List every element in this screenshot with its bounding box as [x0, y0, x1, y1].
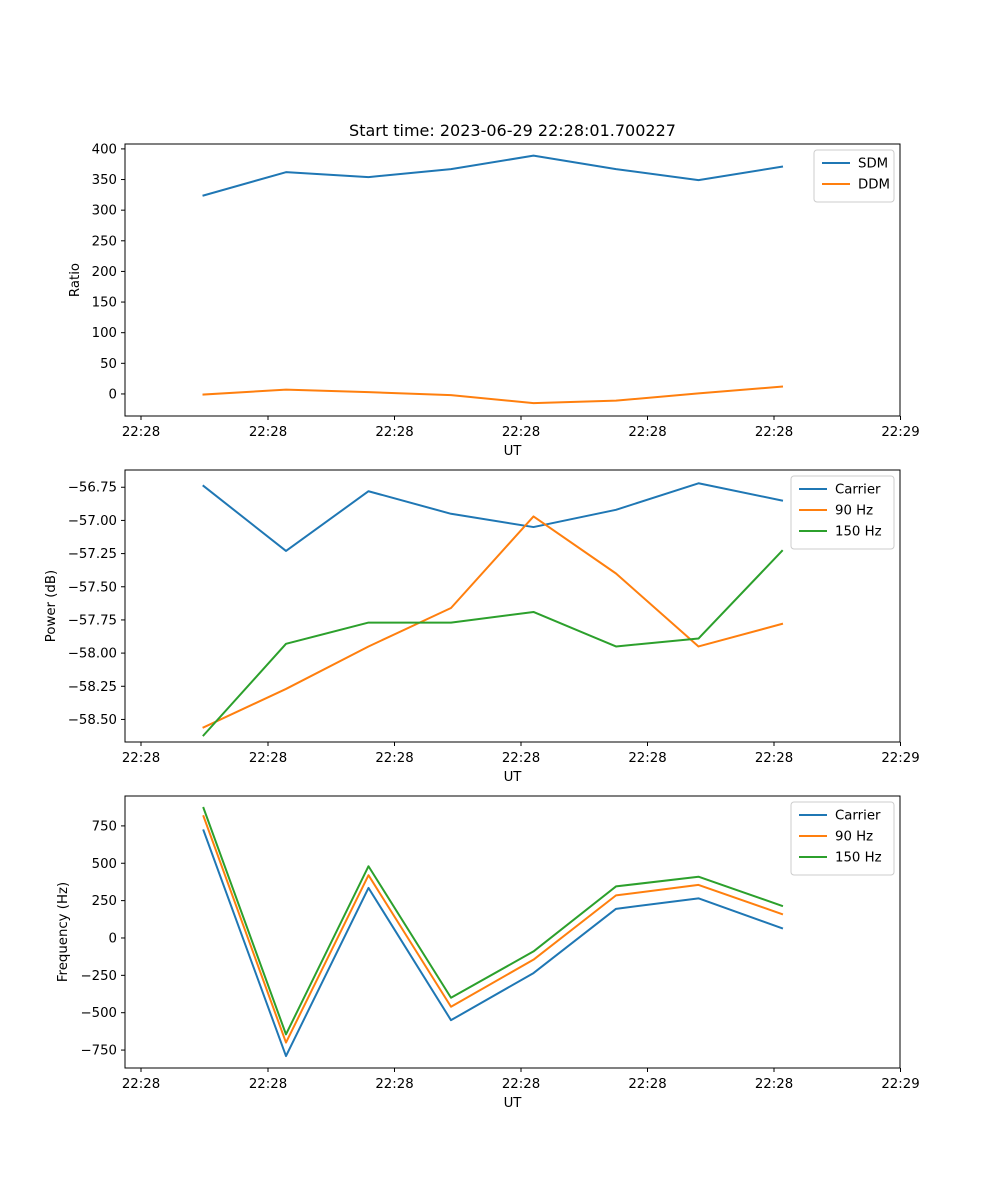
- x-tick-label: 22:28: [375, 1077, 413, 1092]
- y-tick-label: −250: [80, 969, 117, 984]
- subplot-ratio: 22:28 22:28 22:28 22:28 22:28 22:28 22:29 0 50 10…: [68, 142, 920, 459]
- x-tick-label: 22:28: [755, 751, 793, 766]
- series-line-0: [202, 154, 784, 197]
- x-tick-label: 22:28: [628, 751, 666, 766]
- legend-label-0: Carrier: [835, 809, 881, 824]
- series-line-1: [202, 814, 784, 1044]
- x-tick-label: 22:28: [122, 751, 160, 766]
- y-tick-label: −57.50: [68, 580, 117, 595]
- x-tick-label: 22:28: [249, 1077, 287, 1092]
- x-tick-label: 22:28: [502, 425, 540, 440]
- y-axis-label: Ratio: [68, 263, 83, 297]
- x-tick-label: 22:28: [249, 751, 287, 766]
- y-tick-label: −56.75: [68, 481, 117, 496]
- y-tick-label: 500: [92, 857, 117, 872]
- y-tick-label: 250: [92, 234, 117, 249]
- y-tick-label: 50: [100, 357, 117, 372]
- x-tick-label: 22:28: [628, 1077, 666, 1092]
- y-tick-label: 750: [92, 819, 117, 834]
- y-tick-label: 0: [109, 931, 117, 946]
- legend-label-0: Carrier: [835, 483, 881, 498]
- x-tick-label: 22:28: [628, 425, 666, 440]
- legend-label-1: DDM: [858, 178, 890, 193]
- y-axis-label: Frequency (Hz): [56, 882, 71, 982]
- x-axis-label: UT: [504, 770, 523, 785]
- x-tick-label: 22:29: [881, 751, 919, 766]
- x-axis-label: UT: [504, 1096, 523, 1111]
- y-tick-label: 150: [92, 296, 117, 311]
- x-axis-label: UT: [504, 444, 523, 459]
- series-line-0: [202, 482, 784, 552]
- series-line-2: [202, 549, 784, 737]
- y-tick-label: 200: [92, 265, 117, 280]
- y-tick-label: 0: [109, 387, 117, 402]
- series-line-2: [202, 806, 784, 1036]
- y-tick-label: 100: [92, 326, 117, 341]
- x-tick-label: 22:29: [881, 425, 919, 440]
- series-line-1: [202, 515, 784, 729]
- x-tick-label: 22:28: [502, 1077, 540, 1092]
- x-tick-label: 22:28: [755, 1077, 793, 1092]
- y-tick-label: −58.50: [68, 713, 117, 728]
- y-axis-label: Power (dB): [44, 570, 59, 642]
- x-tick-label: 22:28: [122, 1077, 160, 1092]
- axes-frame: [124, 469, 901, 743]
- legend-label-0: SDM: [858, 157, 888, 172]
- series-line-0: [202, 829, 784, 1058]
- legend-label-2: 150 Hz: [835, 525, 882, 540]
- axes-frame: [124, 795, 901, 1069]
- y-tick-label: 300: [92, 204, 117, 219]
- y-tick-label: −58.00: [68, 647, 117, 662]
- y-tick-label: −57.00: [68, 514, 117, 529]
- x-tick-label: 22:28: [755, 425, 793, 440]
- legend-label-1: 90 Hz: [835, 830, 873, 845]
- x-tick-label: 22:28: [249, 425, 287, 440]
- x-tick-label: 22:28: [502, 751, 540, 766]
- series-line-1: [202, 385, 784, 405]
- y-tick-label: −500: [80, 1006, 117, 1021]
- x-tick-label: 22:28: [122, 425, 160, 440]
- x-tick-label: 22:28: [375, 425, 413, 440]
- y-tick-label: 250: [92, 894, 117, 909]
- y-tick-label: −57.75: [68, 613, 117, 628]
- axes-frame: [124, 143, 901, 417]
- subplot-frequency: 22:28 22:28 22:28 22:28 22:28 22:28 22:29 −750 −…: [56, 795, 920, 1111]
- x-tick-label: 22:28: [375, 751, 413, 766]
- subplot-power: 22:28 22:28 22:28 22:28 22:28 22:28 22:29 −58.5…: [44, 469, 920, 785]
- legend-label-2: 150 Hz: [835, 851, 882, 866]
- y-tick-label: −57.25: [68, 547, 117, 562]
- y-tick-label: −58.25: [68, 680, 117, 695]
- y-tick-label: 350: [92, 173, 117, 188]
- x-tick-label: 22:29: [881, 1077, 919, 1092]
- legend-label-1: 90 Hz: [835, 504, 873, 519]
- y-tick-label: −750: [80, 1044, 117, 1059]
- chart-title: Start time: 2023-06-29 22:28:01.700227: [349, 121, 676, 140]
- y-tick-label: 400: [92, 142, 117, 157]
